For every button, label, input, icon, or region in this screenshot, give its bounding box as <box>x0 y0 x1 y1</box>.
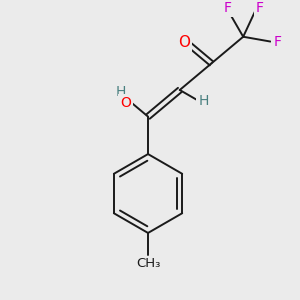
Text: O: O <box>178 35 190 50</box>
Text: CH₃: CH₃ <box>136 257 160 270</box>
Text: F: F <box>224 1 231 15</box>
Text: H: H <box>116 85 126 99</box>
Text: F: F <box>273 34 281 49</box>
Text: O: O <box>120 96 131 110</box>
Text: H: H <box>198 94 209 108</box>
Text: F: F <box>256 1 264 15</box>
